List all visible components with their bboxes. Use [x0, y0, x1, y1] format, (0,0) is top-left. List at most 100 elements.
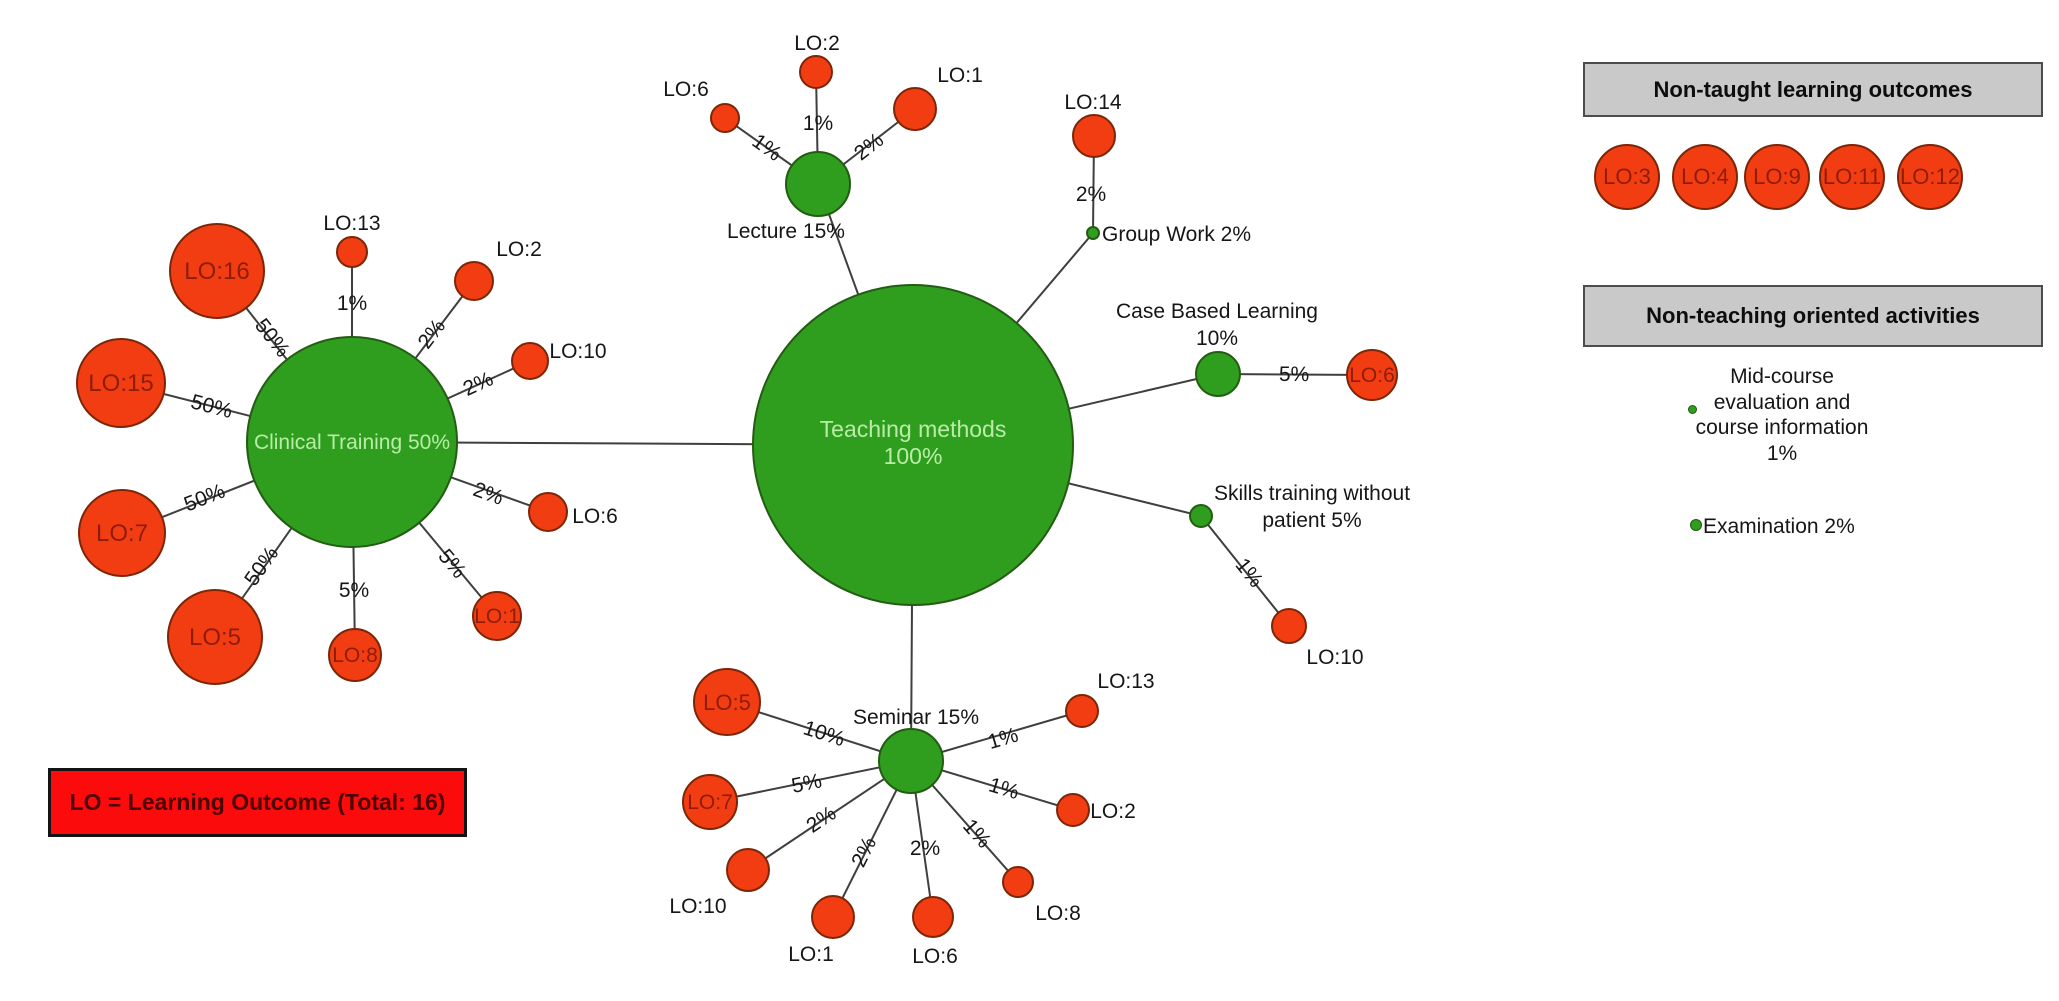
label-layer: Teaching methods 100% Clinical Training 50…: [88, 32, 1410, 968]
label-cl_lo13: LO:13: [323, 212, 380, 235]
label-cl_lo6: LO:6: [572, 505, 618, 528]
label-cl_lo10: LO:10: [549, 340, 606, 363]
legend-box: LO = Learning Outcome (Total: 16): [48, 768, 467, 837]
node-cl_lo6: [528, 492, 568, 532]
node-se_lo13: [1065, 694, 1099, 728]
examination-dot-icon: [1690, 519, 1702, 531]
label-cl_lo5: LO:5: [189, 624, 241, 651]
label-cl_lo15: LO:15: [88, 370, 153, 397]
node-case_based: [1195, 351, 1241, 397]
node-skills: [1189, 504, 1213, 528]
non-taught-header: Non-taught learning outcomes: [1583, 62, 2043, 117]
midcourse-line1: Mid-course: [1730, 365, 1834, 388]
pct-gw_lo14: 2%: [1076, 183, 1106, 206]
node-se_lo6: [912, 896, 954, 938]
node-cl_lo2: [454, 261, 494, 301]
node-lec_lo1: [893, 87, 937, 131]
label-se_lo13: LO:13: [1097, 670, 1154, 693]
node-seminar: [878, 728, 944, 794]
node-se_lo2: [1056, 793, 1090, 827]
non-taught-lo4: LO:4: [1672, 144, 1738, 210]
pct-se_lo7: 5%: [790, 769, 824, 798]
pct-cb_lo6: 5%: [1279, 363, 1310, 386]
label-lecture: Lecture 15%: [727, 220, 845, 243]
midcourse-line4: 1%: [1766, 441, 1798, 465]
node-lec_lo2: [799, 55, 833, 89]
label-sk_lo10: LO:10: [1306, 646, 1363, 669]
node-cl_lo5: [167, 589, 263, 685]
label-cl_lo16: LO:16: [184, 258, 249, 285]
node-cl_lo1: [472, 591, 522, 641]
node-cl_lo8: [328, 628, 382, 682]
label-case_based: Case Based Learning 10%: [1116, 300, 1318, 350]
non-taught-lo9-label: LO:9: [1753, 164, 1801, 189]
pct-cl_lo6: 2%: [470, 478, 506, 510]
midcourse-label: Mid-course evaluation and course informa…: [1692, 364, 1872, 466]
node-cl_lo13: [336, 236, 368, 268]
node-layer: [76, 55, 1398, 939]
label-cl_lo1: LO:1: [474, 605, 520, 628]
pct-se_lo5: 10%: [800, 716, 847, 751]
pct-cl_lo8: 5%: [339, 579, 369, 602]
label-se_lo6: LO:6: [912, 945, 958, 968]
label-clinical: Clinical Training 50%: [254, 431, 450, 454]
node-cl_lo10: [511, 342, 549, 380]
label-lec_lo2: LO:2: [794, 32, 840, 55]
pct-se_lo1: 2%: [847, 833, 881, 870]
label-se_lo10: LO:10: [669, 895, 726, 918]
pct-se_lo2: 1%: [986, 773, 1022, 804]
non-taught-title: Non-taught learning outcomes: [1653, 76, 1973, 102]
node-se_lo7: [682, 774, 738, 830]
label-lec_lo6: LO:6: [663, 78, 709, 101]
label-gw_lo14: LO:14: [1064, 91, 1122, 114]
label-skills: Skills training without patient 5%: [1214, 482, 1410, 532]
label-cl_lo8: LO:8: [332, 644, 378, 667]
node-se_lo10: [726, 848, 770, 892]
pct-lec_lo6: 1%: [748, 130, 786, 166]
label-se_lo2: LO:2: [1090, 800, 1136, 823]
label-group_work: Group Work 2%: [1102, 223, 1251, 246]
label-teaching: Teaching methods 100%: [820, 416, 1007, 469]
label-cb_lo6: LO:6: [1349, 364, 1395, 387]
non-taught-lo11-label: LO:11: [1822, 164, 1882, 189]
node-lecture: [785, 151, 851, 217]
midcourse-line2: evaluation and: [1713, 390, 1851, 414]
node-teaching: [752, 284, 1074, 606]
label-cl_lo2: LO:2: [496, 238, 542, 261]
node-sk_lo10: [1271, 608, 1307, 644]
non-taught-lo12: LO:12: [1897, 144, 1963, 210]
pct-se_lo10: 2%: [802, 802, 840, 838]
midcourse-line3: course information: [1695, 416, 1869, 439]
non-teaching-title: Non-teaching oriented activities: [1646, 303, 1980, 328]
legend-text: LO = Learning Outcome (Total: 16): [69, 789, 446, 815]
node-clinical: [246, 336, 458, 548]
label-se_lo1: LO:1: [788, 943, 834, 966]
label-lec_lo1: LO:1: [937, 64, 983, 87]
pct-se_lo13: 1%: [985, 723, 1021, 754]
edge-skills-sk_lo10: [1200, 515, 1290, 627]
node-lec_lo6: [710, 103, 740, 133]
label-se_lo8: LO:8: [1035, 902, 1081, 925]
midcourse-dot-icon: [1688, 405, 1697, 414]
pct-cl_lo7: 50%: [181, 480, 229, 517]
label-cl_lo7: LO:7: [96, 520, 148, 547]
label-seminar: Seminar 15%: [853, 706, 979, 729]
examination-label: Examination 2%: [1703, 515, 1855, 538]
node-cl_lo15: [76, 338, 166, 428]
node-gw_lo14: [1072, 114, 1116, 158]
label-se_lo5: LO:5: [703, 690, 751, 715]
node-cb_lo6: [1346, 349, 1398, 401]
pct-cl_lo13: 1%: [337, 292, 367, 315]
node-se_lo8: [1002, 866, 1034, 898]
label-se_lo7: LO:7: [687, 791, 733, 814]
non-taught-lo12-label: LO:12: [1900, 164, 1960, 189]
non-teaching-header: Non-teaching oriented activities: [1583, 285, 2043, 347]
node-group_work: [1086, 226, 1100, 240]
node-cl_lo7: [78, 489, 166, 577]
node-se_lo1: [811, 895, 855, 939]
node-cl_lo16: [169, 223, 265, 319]
non-taught-lo9: LO:9: [1744, 144, 1810, 210]
node-se_lo5: [693, 668, 761, 736]
pct-cl_lo10: 2%: [460, 367, 497, 401]
